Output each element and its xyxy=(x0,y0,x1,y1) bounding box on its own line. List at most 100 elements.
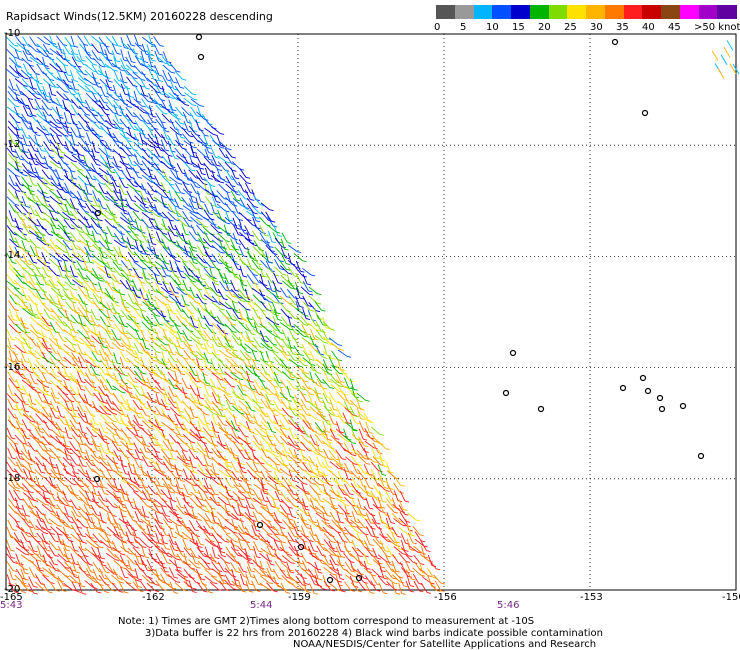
wind-barb xyxy=(77,155,85,166)
wind-barb-flag xyxy=(23,84,28,87)
wind-barb xyxy=(308,456,315,466)
wind-barb xyxy=(218,147,226,158)
wind-barb xyxy=(265,272,272,283)
wind-barb xyxy=(42,385,49,396)
wind-barb xyxy=(49,195,59,204)
wind-barb xyxy=(29,190,35,201)
wind-barb-flag xyxy=(189,408,194,411)
wind-barb-flag xyxy=(193,165,198,168)
colorbar-swatch xyxy=(698,5,718,19)
wind-barb xyxy=(22,43,28,54)
wind-barb xyxy=(343,442,350,453)
wind-barb xyxy=(104,405,114,414)
wind-barb-flag xyxy=(134,71,139,74)
wind-barb xyxy=(343,448,353,456)
wind-barb xyxy=(140,330,146,341)
wind-barb xyxy=(223,394,231,404)
wind-barb xyxy=(20,90,30,99)
wind-barb xyxy=(163,322,172,331)
wind-barb xyxy=(329,373,338,383)
wind-barb xyxy=(140,309,145,320)
wind-barb xyxy=(84,63,94,72)
wind-barb xyxy=(328,337,339,345)
wind-barb xyxy=(36,237,46,245)
wind-barb xyxy=(63,154,74,162)
wind-barb xyxy=(106,293,115,302)
wind-barb-flag xyxy=(86,113,91,116)
wind-barb-flag xyxy=(116,191,121,194)
wind-barb xyxy=(182,153,189,164)
wind-barb xyxy=(99,51,108,61)
wind-barb xyxy=(253,253,258,264)
wind-barb xyxy=(190,315,195,327)
wind-barb xyxy=(244,365,253,374)
wind-barb-flag xyxy=(220,146,225,149)
wind-barb-flag xyxy=(102,458,107,460)
wind-barb-flag xyxy=(264,360,269,363)
wind-barb-flag xyxy=(315,350,321,352)
wind-barb-flag xyxy=(98,135,103,138)
wind-barb-flag xyxy=(232,331,237,333)
wind-barb xyxy=(232,293,242,302)
wind-barb-flag xyxy=(176,325,181,327)
wind-barb-flag xyxy=(105,477,110,480)
wind-barb xyxy=(309,363,318,373)
wind-barb xyxy=(15,456,22,467)
wind-barb xyxy=(49,343,56,354)
wind-barb xyxy=(85,421,95,429)
wind-barb xyxy=(133,149,142,159)
wind-barb-flag xyxy=(44,167,49,170)
wind-barb xyxy=(160,265,167,276)
wind-barb xyxy=(133,34,139,46)
wind-barb-flag xyxy=(190,448,195,451)
wind-barb xyxy=(147,289,153,300)
wind-barb xyxy=(184,92,194,100)
wind-barb xyxy=(239,331,246,342)
wind-barb-flag xyxy=(232,416,238,418)
wind-barb-flag xyxy=(119,108,125,111)
wind-barb xyxy=(246,251,255,261)
wind-barb xyxy=(224,342,234,351)
wind-barb xyxy=(139,240,145,251)
wind-barb-flag xyxy=(117,263,122,266)
wind-barb-flag xyxy=(196,115,201,118)
wind-barb-flag xyxy=(246,373,251,376)
wind-barb-flag xyxy=(188,344,193,347)
wind-barb xyxy=(76,272,85,282)
wind-barb-flag xyxy=(109,166,115,169)
wind-barb-flag xyxy=(219,132,225,135)
wind-barb xyxy=(106,97,114,107)
wind-barb-flag xyxy=(250,422,255,424)
wind-barb xyxy=(99,43,104,55)
wind-barb-flag xyxy=(124,68,130,70)
wind-barb xyxy=(230,447,235,458)
wind-barb xyxy=(49,434,59,443)
wind-barb xyxy=(314,301,322,311)
wind-barb-flag xyxy=(207,464,212,467)
wind-barb xyxy=(251,316,259,327)
wind-barb xyxy=(281,463,291,472)
wind-barb xyxy=(91,259,102,267)
wind-barb xyxy=(238,371,247,381)
wind-barb xyxy=(279,295,289,304)
wind-barb-flag xyxy=(174,157,179,160)
wind-barb xyxy=(113,91,122,101)
wind-barb xyxy=(302,385,311,395)
wind-barb-flag xyxy=(142,143,147,145)
wind-barb xyxy=(36,449,44,459)
wind-barb-flag xyxy=(353,463,358,466)
wind-barb xyxy=(28,428,36,439)
wind-barb xyxy=(7,188,16,199)
wind-barb xyxy=(49,365,56,376)
wind-barb-flag xyxy=(67,131,73,134)
wind-barb-flag xyxy=(212,277,217,280)
wind-barb xyxy=(34,350,44,359)
wind-barb xyxy=(99,442,105,453)
wind-barb-flag xyxy=(146,122,151,125)
wind-barb xyxy=(49,253,59,261)
wind-barb-flag xyxy=(199,167,205,170)
wind-barb-flag xyxy=(215,388,220,390)
wind-barb-flag xyxy=(208,177,213,180)
wind-barb xyxy=(77,49,83,61)
wind-barb xyxy=(239,174,248,183)
